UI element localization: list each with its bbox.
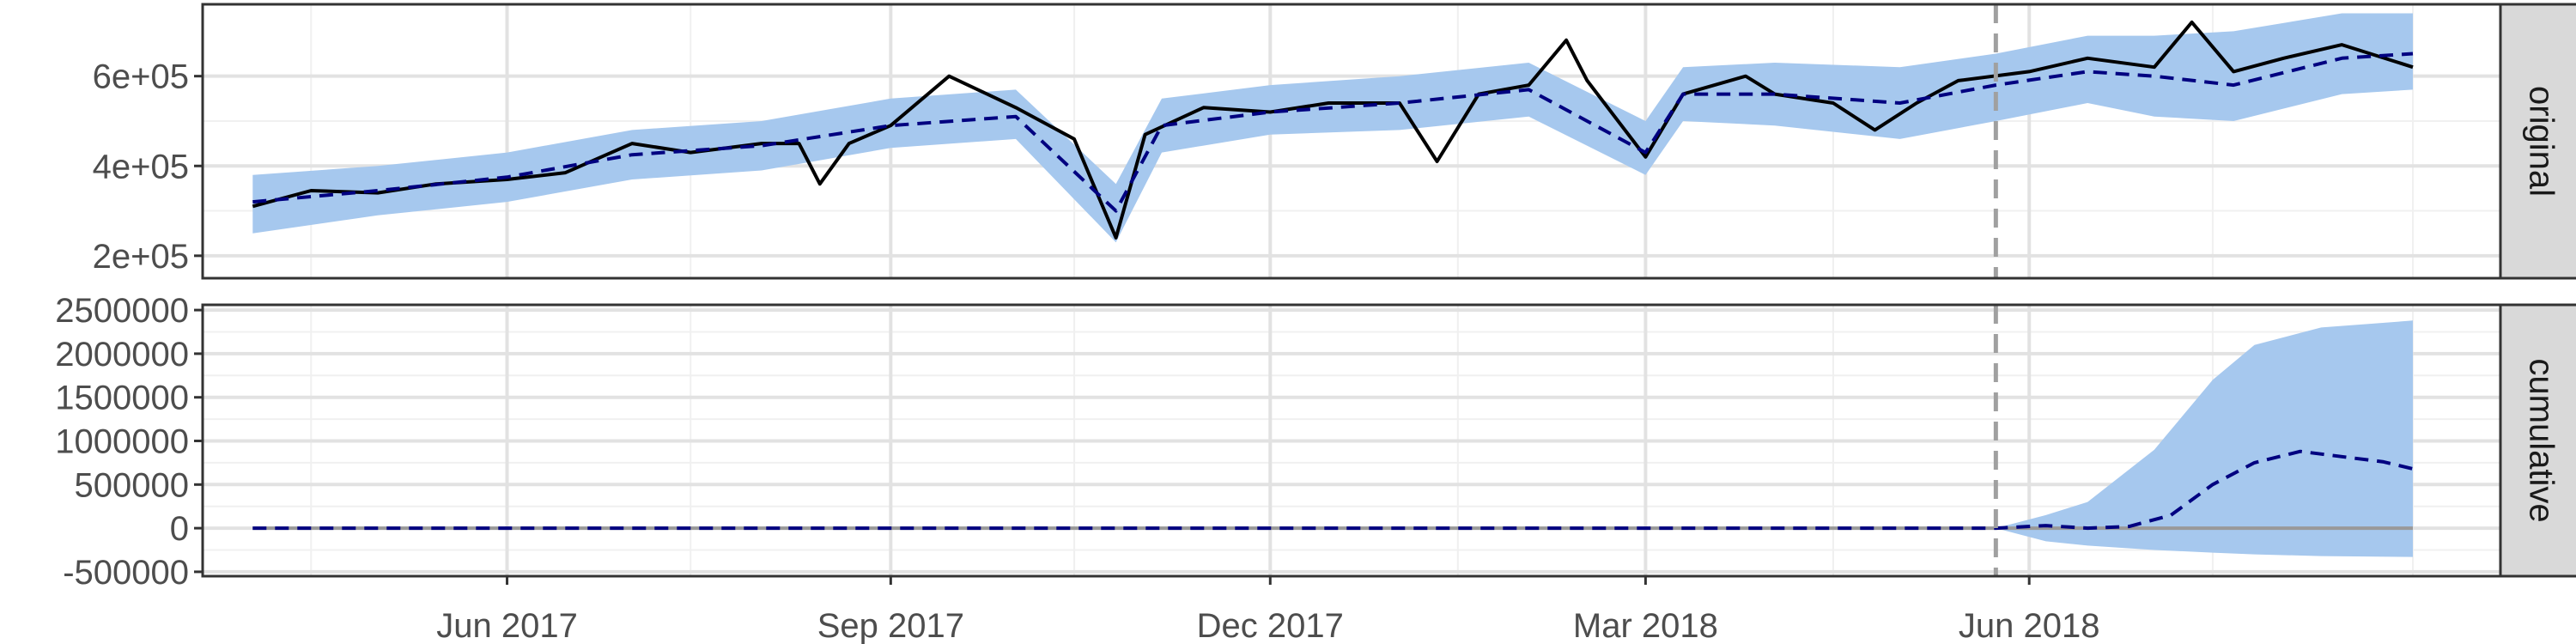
interval-band-original	[252, 13, 2413, 243]
y-tick-label: 2e+05	[93, 238, 189, 276]
x-tick-label: Dec 2017	[1197, 607, 1344, 644]
y-tick-label: 1500000	[55, 380, 189, 417]
y-tick-label: 4e+05	[93, 148, 189, 185]
x-tick-label: Mar 2018	[1573, 607, 1718, 644]
y-tick-label: 1000000	[55, 423, 189, 461]
x-tick-label: Jun 2018	[1959, 607, 2100, 644]
predicted-line-cumulative	[252, 449, 2414, 531]
y-tick-label: 6e+05	[93, 58, 189, 96]
y-tick-label: 2500000	[55, 292, 189, 330]
panel-cumulative: 2500000 2000000 1500000 1000000 500000 0 -5000…	[55, 292, 2576, 592]
facet-strip-label: original	[2522, 86, 2560, 197]
y-tick-label: 2000000	[55, 336, 189, 374]
y-tick-label: 500000	[75, 466, 189, 504]
facet-strip	[2499, 3, 2576, 280]
facet-strip-label: cumulative	[2522, 358, 2560, 522]
observed-line-original	[252, 20, 2414, 240]
panel-original: 2e+05 4e+05 6e+05 original	[93, 3, 2576, 280]
y-tick-label: -500000	[63, 554, 189, 592]
y-tick-label: 0	[170, 510, 189, 548]
x-tick-label: Sep 2017	[817, 607, 964, 644]
facet-strip	[2499, 303, 2576, 578]
interval-band-cumulative	[252, 320, 2413, 557]
x-tick-label: Jun 2017	[436, 607, 578, 644]
predicted-line-original	[252, 52, 2414, 213]
